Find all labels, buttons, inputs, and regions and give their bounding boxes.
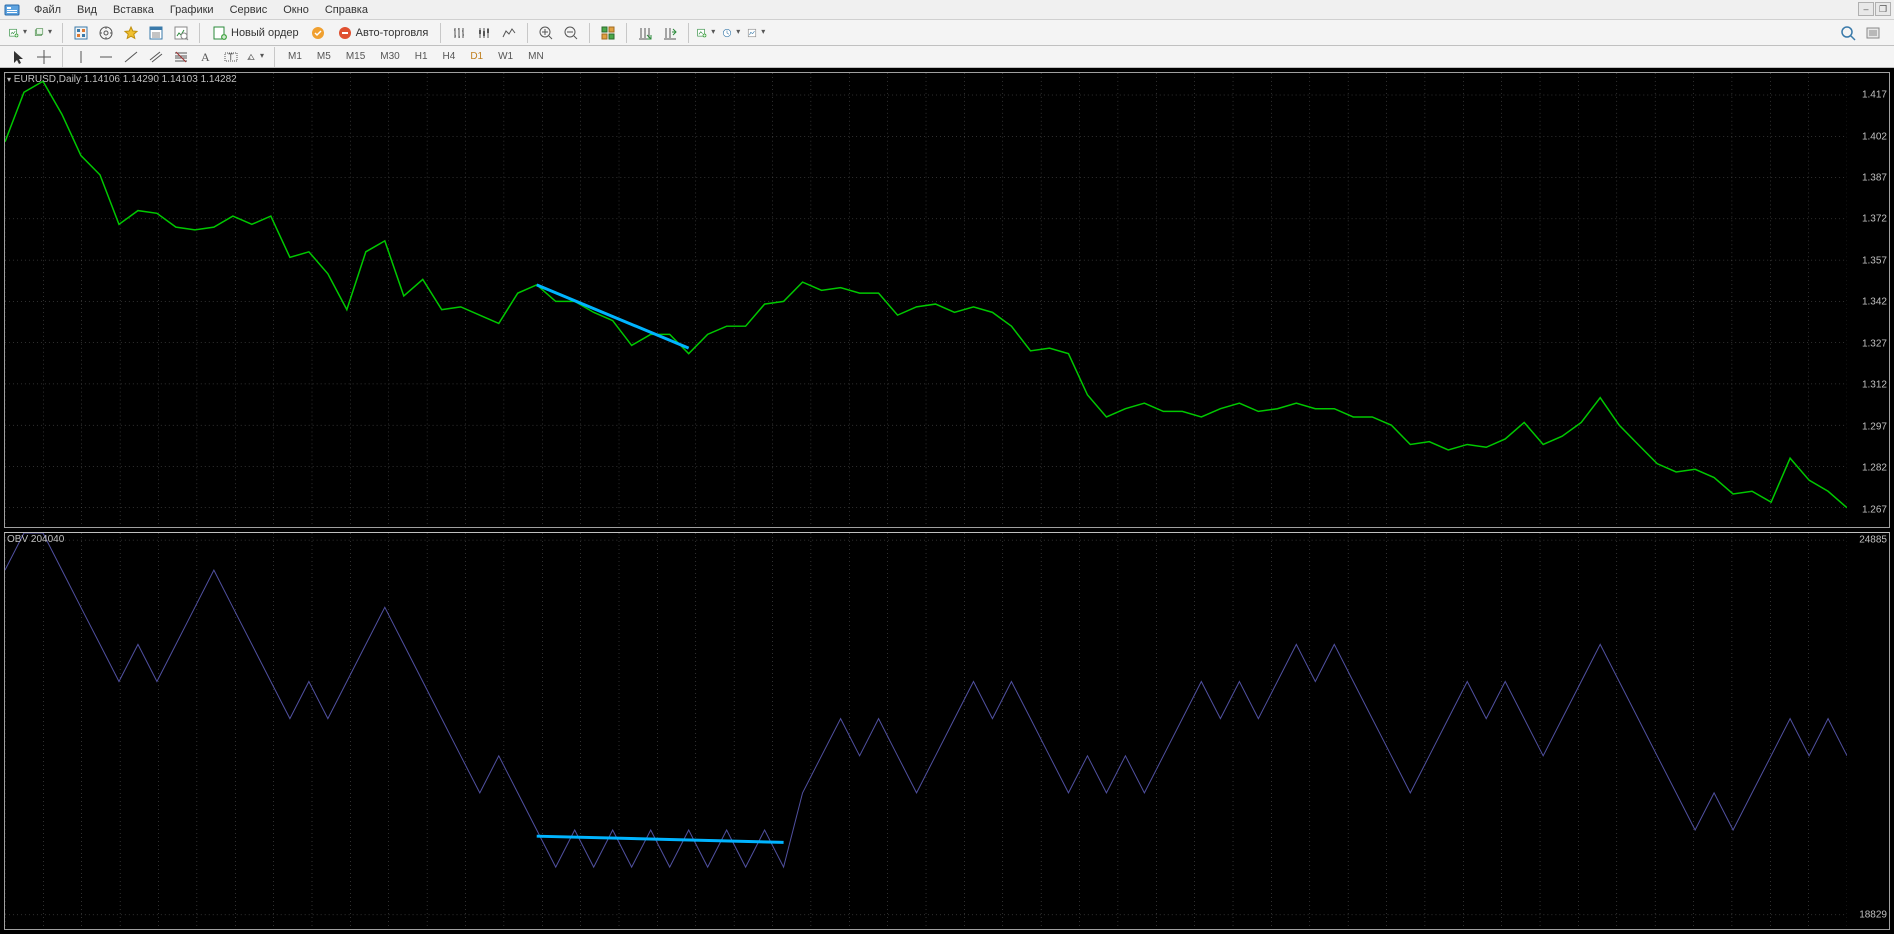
- tile-windows-button[interactable]: [597, 22, 619, 44]
- timeframe-d1[interactable]: D1: [464, 48, 489, 65]
- indicator-chart-pane[interactable]: OBV 204040 2488518829: [4, 532, 1890, 930]
- options-button[interactable]: [1862, 22, 1884, 44]
- indicator-chart-svg: [5, 533, 1889, 929]
- favorites-button[interactable]: [120, 22, 142, 44]
- menubar: Файл Вид Вставка Графики Сервис Окно Спр…: [0, 0, 1894, 20]
- templates-button[interactable]: [746, 22, 768, 44]
- menu-service[interactable]: Сервис: [222, 2, 276, 18]
- data-window-button[interactable]: [145, 22, 167, 44]
- new-order-button[interactable]: Новый ордер: [207, 22, 304, 44]
- market-watch-button[interactable]: [70, 22, 92, 44]
- fibonacci-button[interactable]: [170, 46, 192, 68]
- scroll-button[interactable]: [634, 22, 656, 44]
- horizontal-line-button[interactable]: [95, 46, 117, 68]
- menu-insert[interactable]: Вставка: [105, 2, 162, 18]
- line-chart-button[interactable]: [498, 22, 520, 44]
- text-label-button[interactable]: T: [220, 46, 242, 68]
- menu-window[interactable]: Окно: [275, 2, 317, 18]
- restore-button[interactable]: ❐: [1875, 2, 1891, 16]
- profiles-button[interactable]: [33, 22, 55, 44]
- autotrade-label: Авто-торговля: [356, 27, 429, 39]
- metaquotes-button[interactable]: [307, 22, 329, 44]
- timeframe-m30[interactable]: M30: [374, 48, 405, 65]
- timeframe-h4[interactable]: H4: [437, 48, 462, 65]
- trendline-button[interactable]: [120, 46, 142, 68]
- app-icon: [4, 2, 20, 18]
- timeframe-m5[interactable]: M5: [311, 48, 337, 65]
- price-chart-svg: [5, 73, 1889, 527]
- minimize-button[interactable]: ‒: [1858, 2, 1874, 16]
- search-button[interactable]: [1837, 22, 1859, 44]
- timeframe-w1[interactable]: W1: [492, 48, 519, 65]
- strategy-tester-button[interactable]: [170, 22, 192, 44]
- cursor-button[interactable]: [8, 46, 30, 68]
- indicators-button[interactable]: [696, 22, 718, 44]
- new-chart-button[interactable]: [8, 22, 30, 44]
- channel-button[interactable]: [145, 46, 167, 68]
- indicator-chart-label: OBV 204040: [7, 534, 64, 545]
- price-chart-label: ▾ EURUSD,Daily 1.14106 1.14290 1.14103 1…: [7, 74, 237, 85]
- timeframe-mn[interactable]: MN: [522, 48, 550, 65]
- price-chart-pane[interactable]: ▾ EURUSD,Daily 1.14106 1.14290 1.14103 1…: [4, 72, 1890, 528]
- periods-button[interactable]: [721, 22, 743, 44]
- timeframe-h1[interactable]: H1: [409, 48, 434, 65]
- bar-chart-button[interactable]: [448, 22, 470, 44]
- autotrade-button[interactable]: Авто-торговля: [332, 22, 434, 44]
- svg-text:T: T: [228, 52, 234, 62]
- navigator-button[interactable]: [95, 22, 117, 44]
- shapes-button[interactable]: [245, 46, 267, 68]
- price-y-axis: 1.2671.2821.2971.3121.3271.3421.3571.372…: [1847, 73, 1889, 527]
- timeframe-m15[interactable]: M15: [340, 48, 371, 65]
- crosshair-button[interactable]: [33, 46, 55, 68]
- vertical-line-button[interactable]: [70, 46, 92, 68]
- drawing-timeframe-toolbar: A T M1M5M15M30H1H4D1W1MN: [0, 46, 1894, 68]
- menu-view[interactable]: Вид: [69, 2, 105, 18]
- window-controls: ‒ ❐: [1858, 2, 1891, 16]
- new-order-label: Новый ордер: [231, 27, 299, 39]
- menu-charts[interactable]: Графики: [162, 2, 222, 18]
- indicator-y-axis: 2488518829: [1847, 533, 1889, 929]
- svg-text:A: A: [201, 50, 210, 64]
- shift-button[interactable]: [659, 22, 681, 44]
- zoom-in-button[interactable]: [535, 22, 557, 44]
- menu-file[interactable]: Файл: [26, 2, 69, 18]
- timeframe-group: M1M5M15M30H1H4D1W1MN: [278, 48, 554, 65]
- menu-help[interactable]: Справка: [317, 2, 376, 18]
- text-button[interactable]: A: [195, 46, 217, 68]
- zoom-out-button[interactable]: [560, 22, 582, 44]
- main-toolbar: Новый ордер Авто-торговля: [0, 20, 1894, 46]
- timeframe-m1[interactable]: M1: [282, 48, 308, 65]
- chart-area: ▾ EURUSD,Daily 1.14106 1.14290 1.14103 1…: [0, 68, 1894, 934]
- candlestick-button[interactable]: [473, 22, 495, 44]
